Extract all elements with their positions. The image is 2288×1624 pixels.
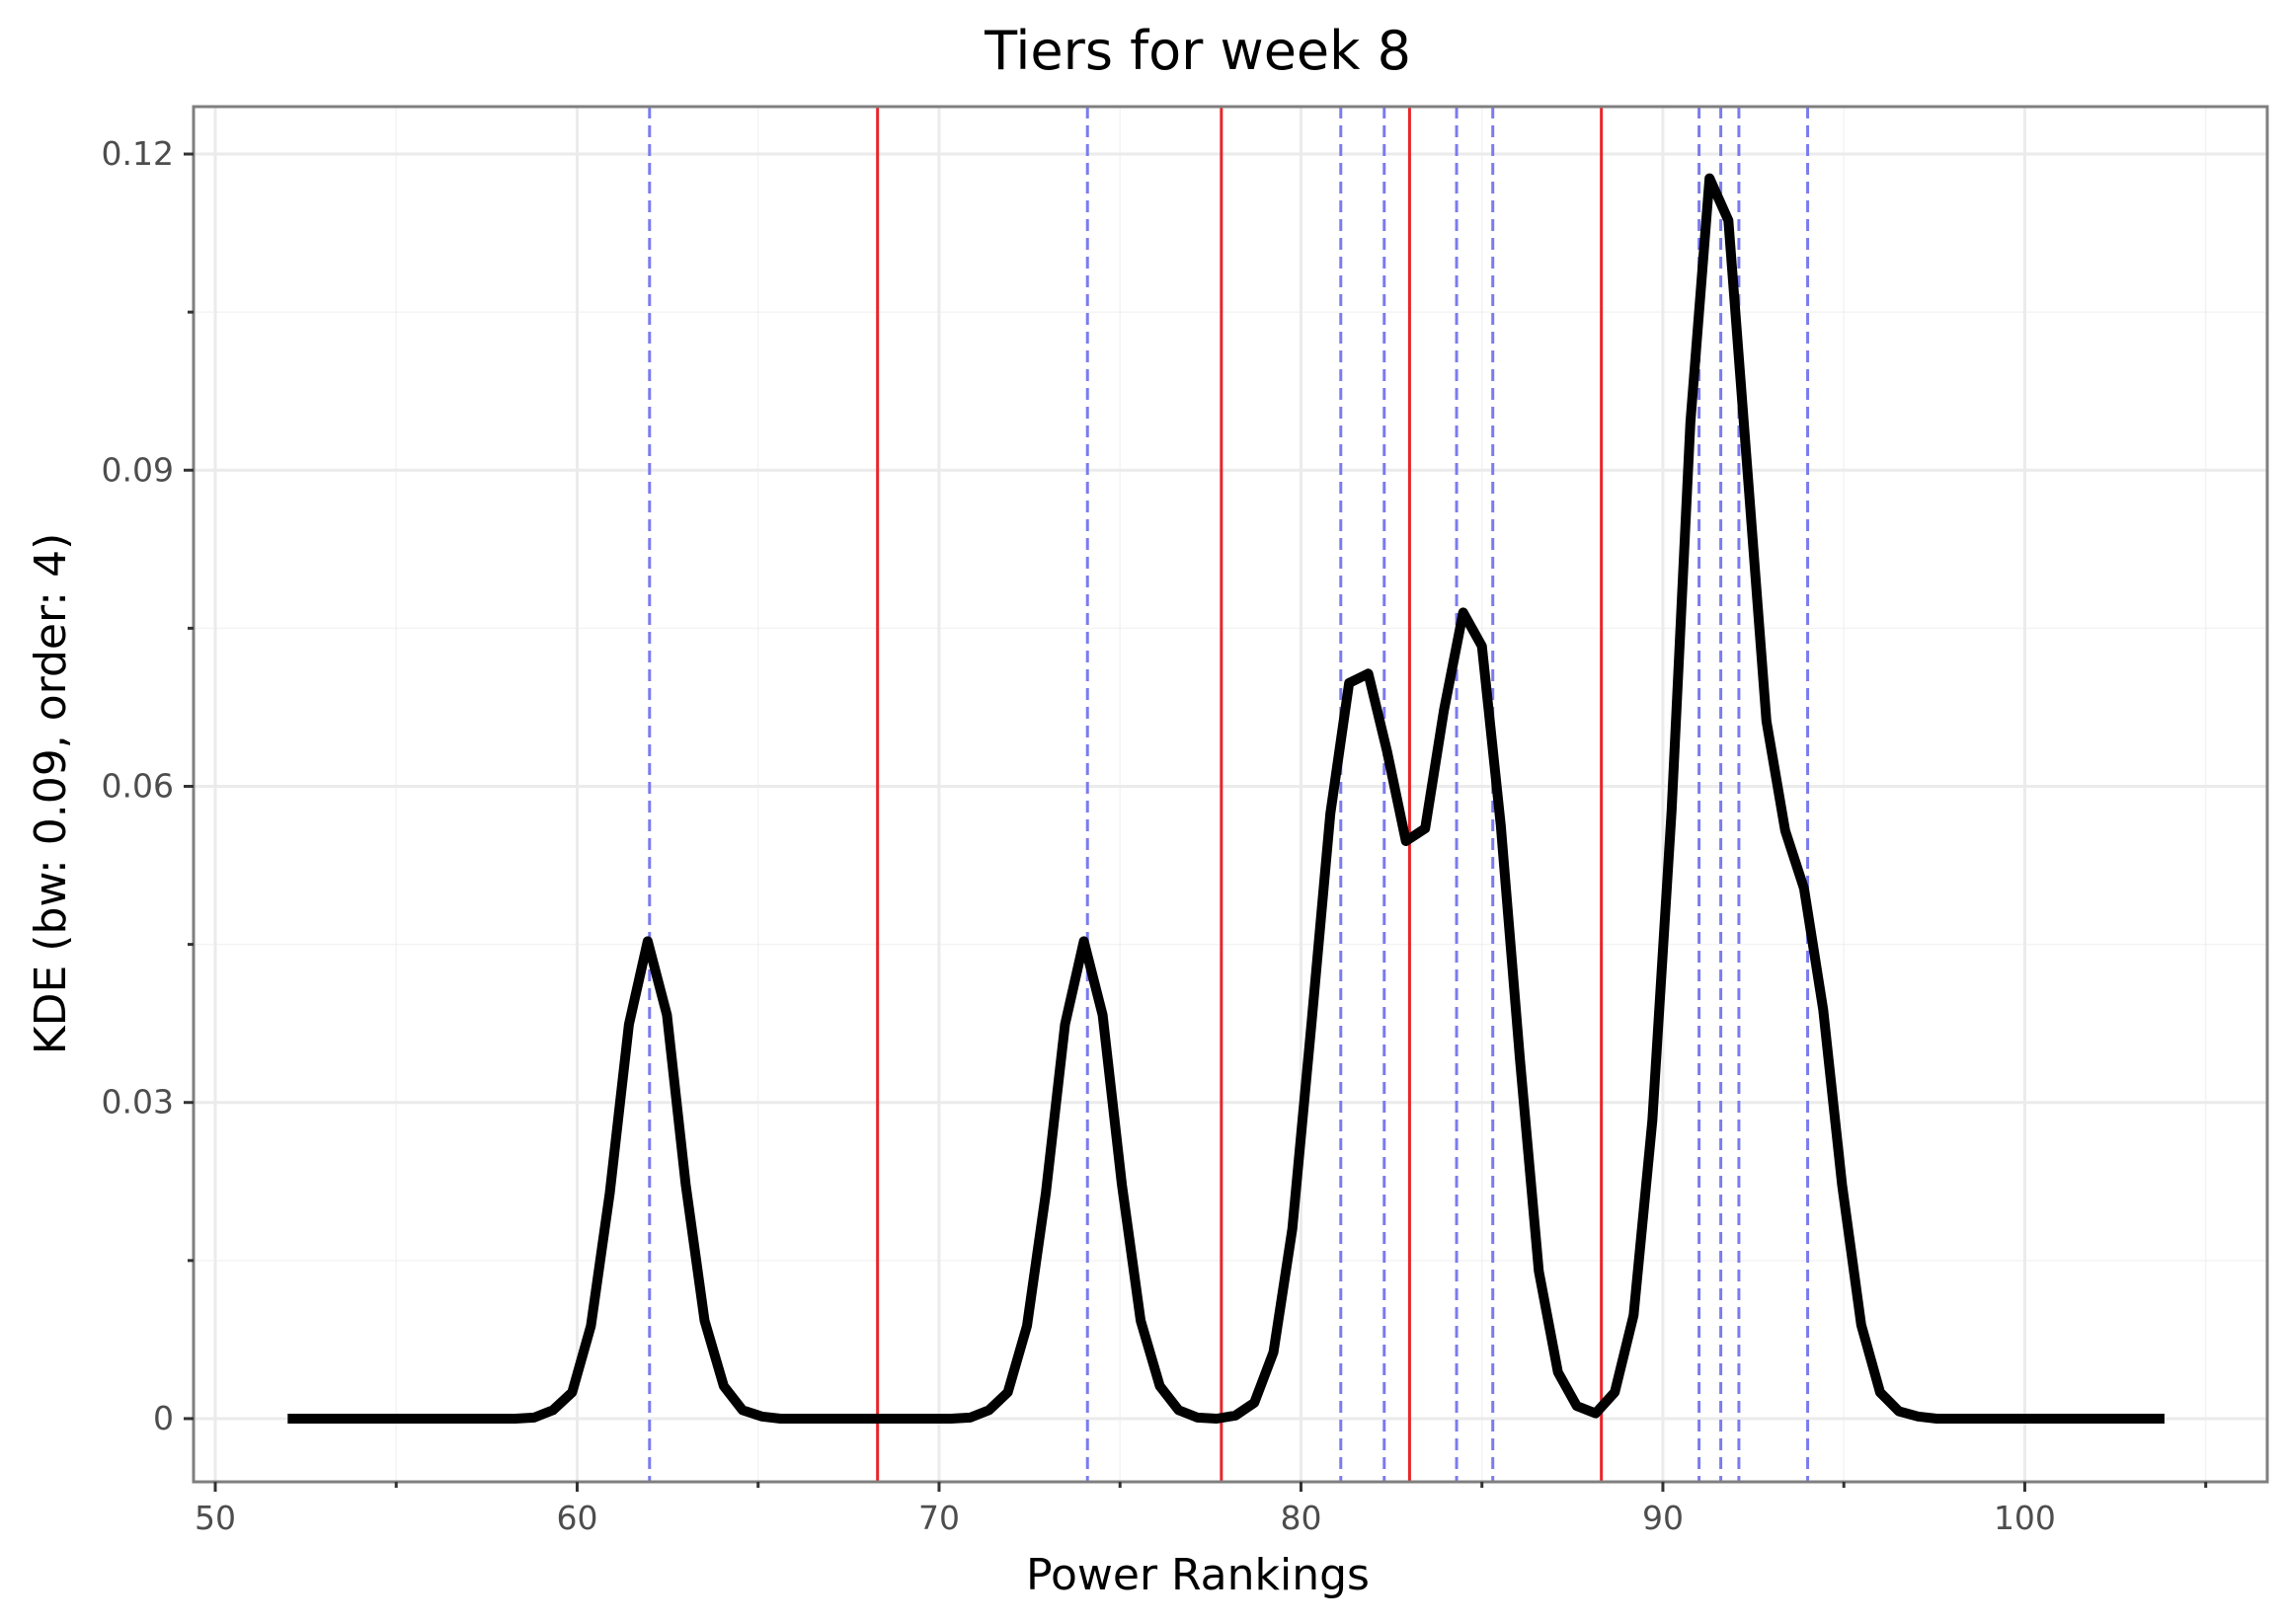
y-tick-label: 0.06 [102, 766, 174, 805]
y-tick-label: 0.09 [102, 450, 174, 489]
kde-line [287, 173, 2165, 1424]
x-tick-label: 70 [918, 1499, 960, 1537]
panel-border [192, 105, 2269, 1484]
x-tick-label: 50 [195, 1499, 236, 1537]
chart-title: Tiers for week 8 [984, 20, 1411, 82]
kde-series [287, 173, 2165, 1424]
x-tick-label: 90 [1642, 1499, 1684, 1537]
y-tick-label: 0.03 [102, 1083, 174, 1121]
x-tick-label: 60 [556, 1499, 597, 1537]
y-tick-label: 0.12 [102, 134, 174, 173]
axis-ticks: 50 60 70 80 90 100 0 0.03 0.06 0.09 0.12 [102, 134, 2208, 1537]
reference-lines [648, 107, 1810, 1482]
y-axis-title: KDE (bw: 0.09, order: 4) [26, 533, 76, 1054]
y-tick-label: 0 [153, 1399, 174, 1437]
x-axis-title: Power Rankings [1026, 1550, 1370, 1600]
x-tick-label: 100 [1994, 1499, 2056, 1537]
x-tick-label: 80 [1280, 1499, 1321, 1537]
